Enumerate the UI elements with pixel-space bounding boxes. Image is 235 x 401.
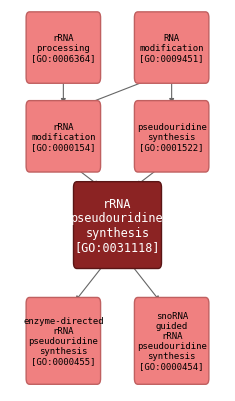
FancyBboxPatch shape (26, 13, 101, 84)
FancyBboxPatch shape (134, 101, 209, 172)
Text: snoRNA
guided
rRNA
pseudouridine
synthesis
[GO:0000454]: snoRNA guided rRNA pseudouridine synthes… (137, 312, 207, 371)
FancyBboxPatch shape (26, 298, 101, 384)
Text: rRNA
processing
[GO:0006364]: rRNA processing [GO:0006364] (31, 34, 96, 63)
Text: pseudouridine
synthesis
[GO:0001522]: pseudouridine synthesis [GO:0001522] (137, 122, 207, 152)
FancyBboxPatch shape (74, 182, 161, 269)
Text: rRNA
modification
[GO:0000154]: rRNA modification [GO:0000154] (31, 122, 96, 152)
FancyBboxPatch shape (134, 13, 209, 84)
Text: rRNA
pseudouridine
synthesis
[GO:0031118]: rRNA pseudouridine synthesis [GO:0031118… (71, 197, 164, 254)
FancyBboxPatch shape (134, 298, 209, 384)
Text: enzyme-directed
rRNA
pseudouridine
synthesis
[GO:0000455]: enzyme-directed rRNA pseudouridine synth… (23, 316, 104, 366)
FancyBboxPatch shape (26, 101, 101, 172)
Text: RNA
modification
[GO:0009451]: RNA modification [GO:0009451] (139, 34, 204, 63)
